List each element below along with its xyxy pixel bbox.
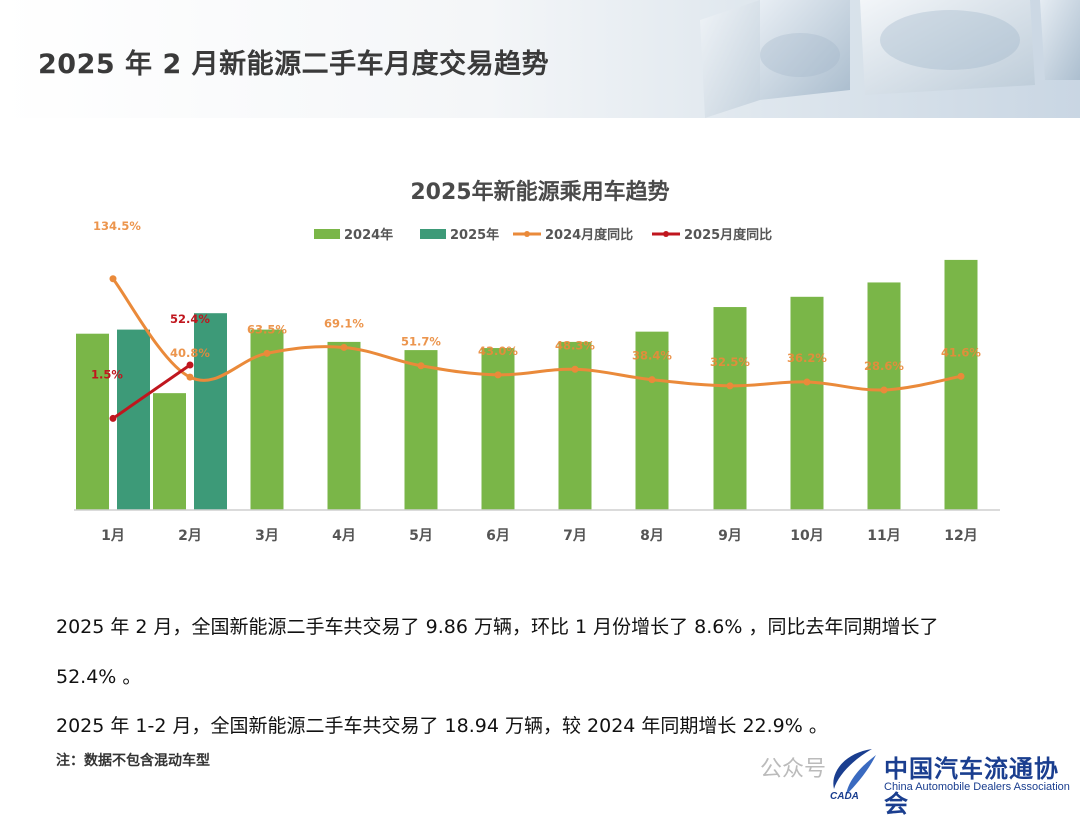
legend-swatch bbox=[420, 229, 446, 239]
association-name-cn: 中国汽车流通协会 bbox=[884, 754, 1059, 818]
x-tick-label: 2月 bbox=[178, 528, 202, 544]
label-2024-yoy: 48.3% bbox=[555, 338, 595, 352]
bar-2024-10 bbox=[790, 296, 824, 510]
bar-2024-3 bbox=[250, 329, 284, 510]
label-2024-yoy: 41.6% bbox=[941, 345, 981, 359]
x-tick-label: 11月 bbox=[867, 528, 900, 544]
chart-title: 2025年新能源乘用车趋势 bbox=[410, 180, 670, 205]
point-2024-yoy bbox=[494, 371, 502, 379]
point-2024-yoy bbox=[648, 376, 656, 384]
x-tick-label: 10月 bbox=[790, 528, 823, 544]
legend-label: 2024月度同比 bbox=[545, 227, 633, 243]
x-tick-label: 7月 bbox=[563, 528, 587, 544]
cada-mark-text: CADA bbox=[830, 791, 859, 800]
legend-swatch bbox=[314, 229, 340, 239]
x-tick-label: 12月 bbox=[944, 528, 977, 544]
line-2025-yoy bbox=[112, 363, 191, 420]
label-2024-yoy: 63.5% bbox=[247, 322, 287, 336]
x-tick-label: 4月 bbox=[332, 528, 356, 544]
bar-2024-1 bbox=[76, 333, 109, 510]
label-2024-yoy: 38.4% bbox=[632, 349, 672, 363]
point-2024-yoy bbox=[803, 378, 811, 386]
footnote: 注：数据不包含混动车型 bbox=[56, 753, 210, 769]
label-2024-yoy: 51.7% bbox=[401, 335, 441, 349]
x-tick-label: 8月 bbox=[640, 528, 664, 544]
x-tick-label: 9月 bbox=[718, 528, 742, 544]
trend-chart: 1月 2月 3月 4月 5月 6月 7月 8月 9月 10月 11月 12月 134.5% 40.8% 63… bbox=[74, 219, 1000, 544]
header-cube-decoration bbox=[700, 0, 1080, 118]
point-2024-yoy bbox=[571, 365, 579, 373]
legend-label: 2025年 bbox=[450, 227, 499, 243]
label-2024-yoy: 69.1% bbox=[324, 316, 364, 330]
label-2025-yoy: 52.4% bbox=[170, 312, 210, 326]
point-2024-yoy bbox=[186, 373, 194, 381]
legend-marker bbox=[663, 231, 669, 237]
label-2024-yoy: 28.6% bbox=[864, 359, 904, 373]
bar-2024-2 bbox=[153, 393, 186, 510]
cada-logo-icon: CADA bbox=[830, 749, 876, 800]
watermark-text: 公众号 bbox=[760, 757, 827, 782]
summary-paragraph-1-cont: 52.4% 。 bbox=[56, 666, 142, 688]
point-2024-yoy bbox=[417, 362, 425, 370]
summary-paragraph-1: 2025 年 2 月，全国新能源二手车共交易了 9.86 万辆，环比 1 月份增… bbox=[56, 616, 939, 638]
association-logo: 公众号 CADA 中国汽车流通协会 China Automobile Deale… bbox=[760, 745, 1075, 818]
point-2024-yoy bbox=[880, 386, 888, 394]
x-tick-label: 3月 bbox=[255, 528, 279, 544]
legend-marker bbox=[524, 231, 530, 237]
bar-2024-11 bbox=[867, 282, 901, 510]
bar-2025-2 bbox=[194, 313, 227, 510]
x-tick-label: 1月 bbox=[101, 528, 125, 544]
bar-2024-8 bbox=[635, 331, 669, 510]
label-2024-yoy: 36.2% bbox=[787, 351, 827, 365]
point-2025-yoy bbox=[109, 414, 117, 422]
page-title: 2025 年 2 月新能源二手车月度交易趋势 bbox=[38, 49, 550, 80]
bar-2025-1 bbox=[117, 329, 150, 510]
point-2024-yoy bbox=[340, 343, 348, 351]
line-2024-yoy bbox=[111, 277, 962, 392]
summary-paragraph-2: 2025 年 1-2 月，全国新能源二手车共交易了 18.94 万辆，较 202… bbox=[56, 715, 828, 737]
legend-label: 2025月度同比 bbox=[684, 227, 772, 243]
label-2025-yoy: 1.5% bbox=[91, 367, 123, 381]
point-2024-yoy bbox=[109, 275, 117, 283]
legend-label: 2024年 bbox=[344, 227, 393, 243]
point-2025-yoy bbox=[186, 361, 194, 369]
label-2024-yoy: 40.8% bbox=[170, 346, 210, 360]
label-2024-yoy: 32.5% bbox=[710, 355, 750, 369]
label-2024-yoy: 134.5% bbox=[93, 219, 141, 233]
bar-2024-12 bbox=[944, 259, 978, 510]
bar-2024-4 bbox=[327, 341, 361, 510]
bar-2024-5 bbox=[404, 350, 438, 510]
point-2024-yoy bbox=[957, 372, 965, 380]
x-tick-label: 5月 bbox=[409, 528, 433, 544]
header-banner: 2025 年 2 月新能源二手车月度交易趋势 bbox=[0, 0, 1080, 118]
x-tick-label: 6月 bbox=[486, 528, 510, 544]
association-name-en: China Automobile Dealers Association bbox=[884, 781, 1070, 793]
point-2024-yoy bbox=[726, 382, 734, 390]
point-2024-yoy bbox=[263, 349, 271, 357]
bar-2024-9 bbox=[713, 307, 747, 510]
label-2024-yoy: 43.0% bbox=[478, 344, 518, 358]
